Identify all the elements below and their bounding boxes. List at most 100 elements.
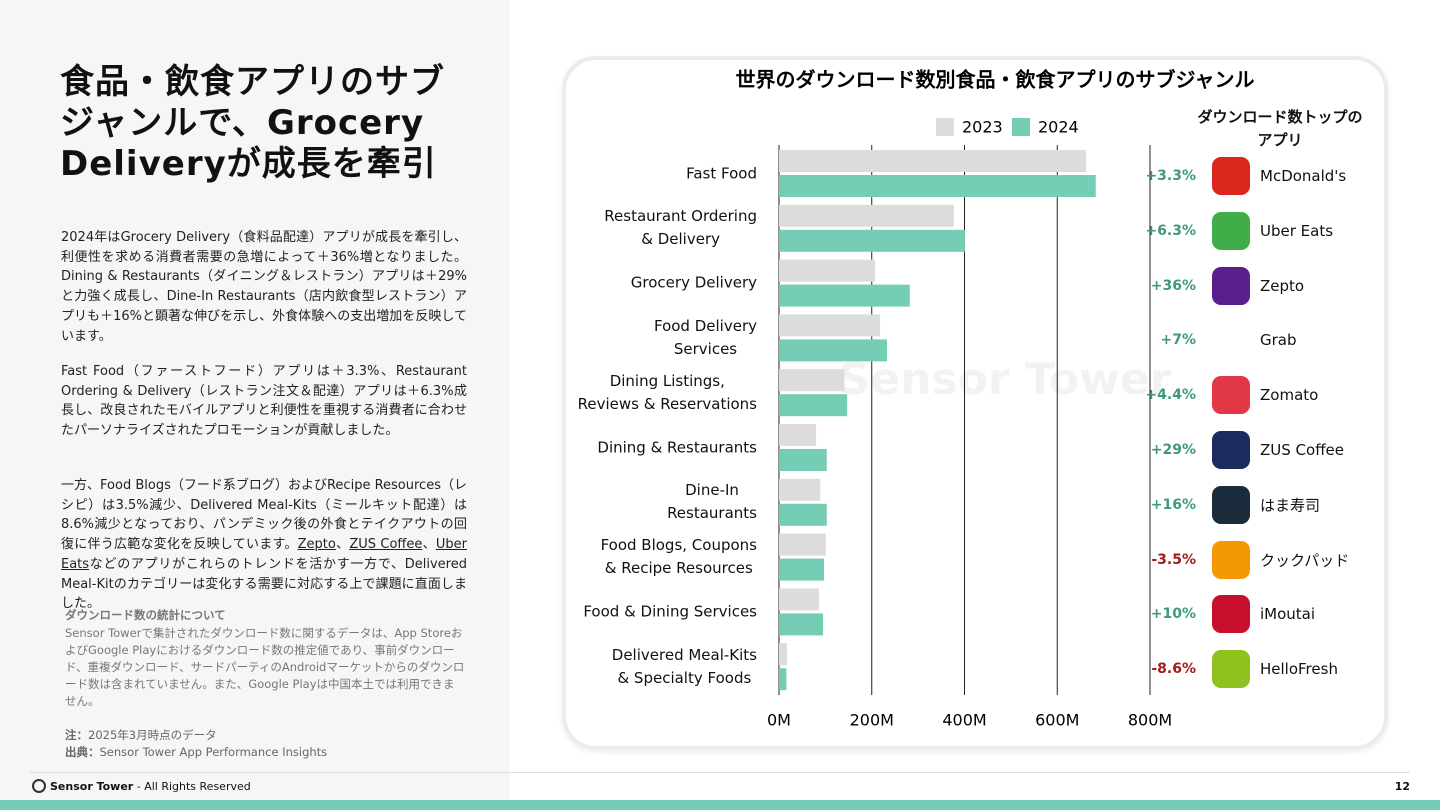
- watermark: Sensor Tower: [839, 354, 1172, 405]
- x-tick-label: 600M: [1035, 711, 1079, 730]
- legend-label: 2024: [1038, 118, 1079, 137]
- bar: [779, 339, 888, 362]
- growth-label: +10%: [1150, 606, 1196, 623]
- x-tick-label: 400M: [942, 711, 986, 730]
- logo-icon: [32, 779, 46, 793]
- slide-title: 食品・飲食アプリのサブジャンルで、Grocery Deliveryが成長を牽引: [60, 62, 445, 184]
- category-label: Food Delivery Services: [653, 316, 757, 358]
- bar: [779, 175, 1096, 197]
- app-name: Zepto: [1260, 276, 1305, 295]
- growth-label: +3.3%: [1145, 168, 1196, 184]
- footer-rule: [30, 772, 1410, 773]
- growth-label: +16%: [1150, 496, 1196, 513]
- note: 注：2025年3月時点のデータ: [65, 727, 465, 744]
- bar: [779, 284, 910, 307]
- x-tick-label: 0M: [767, 711, 791, 730]
- link[interactable]: ZUS Coffee: [349, 537, 423, 553]
- app-icon: [1212, 650, 1250, 689]
- app-name: iMoutai: [1260, 605, 1316, 624]
- growth-label: +6.3%: [1145, 222, 1196, 239]
- paragraph: 2024年はGrocery Delivery（食料品配達）アプリが成長を牽引し、…: [61, 230, 467, 344]
- note-body: Sensor Towerで集計されたダウンロード数に関するデータは、App St…: [65, 626, 465, 708]
- source: 出典：Sensor Tower App Performance Insights: [65, 744, 465, 761]
- chart-card: [562, 56, 1388, 750]
- bar: [779, 588, 819, 611]
- app-icon: [1212, 266, 1250, 305]
- growth-label: +29%: [1150, 442, 1196, 458]
- bar: [779, 503, 827, 526]
- growth-label: +4.4%: [1145, 387, 1196, 404]
- paragraph: Fast Food（ファーストフード）アプリは＋3.3%、Restaurant …: [61, 364, 467, 439]
- note-heading: ダウンロード数の統計について: [65, 608, 226, 622]
- footer: Sensor Tower - All Rights Reserved: [50, 780, 251, 793]
- category-label: Food Blogs, Coupons & Recipe Resources: [600, 536, 757, 578]
- app-name: HelloFresh: [1260, 660, 1338, 679]
- app-icon: [1212, 595, 1250, 634]
- label: 注：: [65, 728, 88, 742]
- link[interactable]: Uber Eats: [61, 537, 467, 572]
- category-label: Dining & Restaurants: [597, 438, 757, 456]
- category-label: Fast Food: [686, 164, 757, 182]
- bar: [779, 424, 817, 446]
- bar: [779, 668, 787, 691]
- category-label: Food & Dining Services: [583, 602, 757, 621]
- brand: Sensor Tower: [50, 780, 134, 793]
- bar: [779, 643, 787, 666]
- text: などのアプリがこれらのトレンドを活かす一方で、Delivered Meal-Ki…: [61, 556, 467, 612]
- bar: [779, 259, 875, 282]
- app-icon: [1212, 211, 1250, 250]
- bar: [779, 533, 826, 556]
- growth-label: +7%: [1160, 332, 1197, 349]
- text: 、: [335, 537, 350, 553]
- bar: [779, 204, 954, 227]
- app-name: McDonald's: [1260, 167, 1347, 185]
- text: 2025年3月時点のデータ: [88, 728, 217, 742]
- app-name: はま寿司: [1260, 496, 1321, 515]
- footer-bar: [0, 800, 1440, 810]
- category-label: Dining Listings, Reviews & Reservations: [577, 371, 757, 413]
- text: 一方、Food Blogs（フード系ブログ）およびRecipe Resource…: [61, 478, 467, 553]
- app-icon: [1212, 540, 1250, 579]
- bar: [779, 449, 827, 471]
- paragraph: 一方、Food Blogs（フード系ブログ）およびRecipe Resource…: [61, 476, 467, 614]
- category-label: Restaurant Ordering & Delivery: [604, 207, 757, 249]
- app-name: ZUS Coffee: [1260, 441, 1344, 459]
- app-name: クックパッド: [1260, 551, 1350, 570]
- bar: [779, 613, 824, 636]
- bar: [779, 150, 1087, 172]
- category-label: Delivered Meal-Kits & Specialty Foods: [611, 645, 757, 687]
- legend-swatch: [1012, 118, 1030, 136]
- apps-header: ダウンロード数トップの アプリ: [1197, 108, 1363, 149]
- legend-label: 2023: [962, 118, 1003, 137]
- legend-swatch: [936, 118, 954, 136]
- x-tick-label: 800M: [1128, 711, 1172, 730]
- bar: [779, 314, 881, 337]
- app-name: Grab: [1260, 331, 1297, 350]
- app-icon: [1212, 321, 1250, 360]
- growth-label: -8.6%: [1151, 661, 1196, 678]
- bar: [779, 229, 965, 252]
- bar: [779, 369, 845, 392]
- app-name: Uber Eats: [1260, 221, 1334, 240]
- app-icon: [1212, 485, 1250, 524]
- app-icon: [1212, 431, 1250, 469]
- app-name: Zomato: [1260, 386, 1319, 405]
- page-number: 12: [1394, 780, 1410, 793]
- chart-title: 世界のダウンロード数別食品・飲食アプリのサブジャンル: [736, 68, 1255, 92]
- label: 出典：: [65, 745, 100, 759]
- growth-label: -3.5%: [1151, 551, 1196, 568]
- text: 、: [422, 537, 436, 553]
- bar: [779, 394, 848, 417]
- x-tick-label: 200M: [850, 711, 894, 730]
- rights: - All Rights Reserved: [136, 780, 251, 793]
- app-icon: [1212, 157, 1250, 195]
- bar: [779, 478, 821, 501]
- bar: [779, 558, 824, 581]
- left-panel: [0, 0, 510, 800]
- category-label: Dine-In Restaurants: [667, 481, 757, 523]
- category-label: Grocery Delivery: [630, 273, 757, 292]
- link[interactable]: Zepto: [297, 537, 336, 553]
- text: Sensor Tower App Performance Insights: [99, 745, 328, 759]
